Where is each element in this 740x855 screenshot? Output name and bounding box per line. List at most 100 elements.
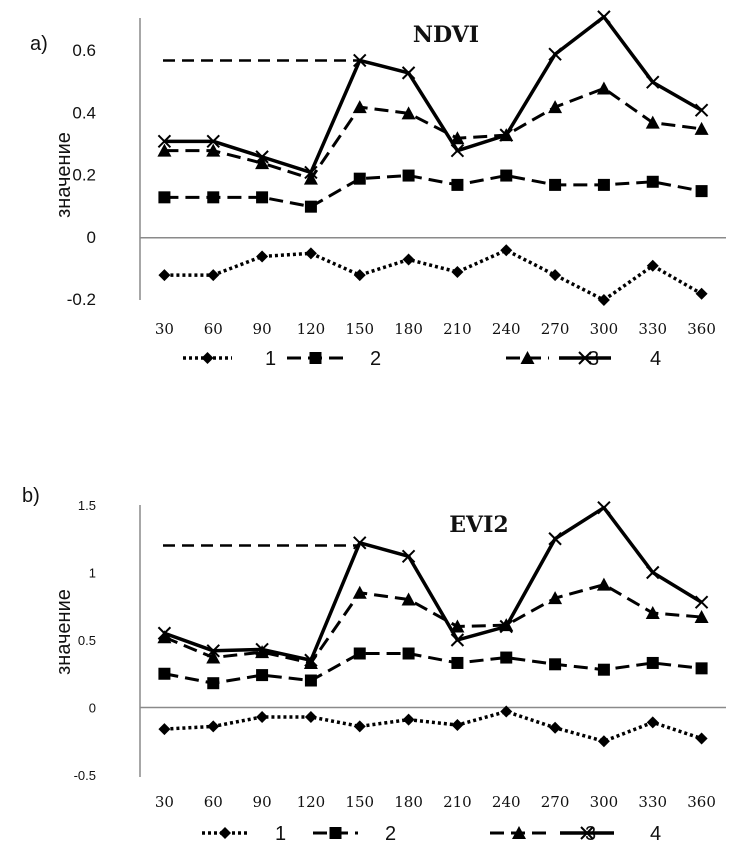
data-point bbox=[353, 647, 366, 660]
data-point bbox=[646, 75, 660, 89]
x-tick-label: 180 bbox=[394, 793, 423, 811]
data-point bbox=[646, 175, 659, 188]
legend-item-1: 1 bbox=[183, 348, 276, 370]
chart-title: EVI2 bbox=[449, 512, 508, 538]
data-point bbox=[157, 134, 172, 149]
data-point bbox=[548, 591, 563, 605]
data-point bbox=[402, 713, 415, 726]
x-tick-label: 300 bbox=[590, 793, 619, 811]
data-point bbox=[157, 630, 172, 644]
legend-marker bbox=[219, 827, 231, 839]
data-point bbox=[207, 720, 220, 733]
data-point bbox=[157, 143, 172, 157]
data-point bbox=[500, 169, 513, 182]
data-point bbox=[157, 626, 172, 640]
data-point bbox=[401, 549, 416, 564]
legend-item-2: 2 bbox=[287, 348, 381, 370]
data-point bbox=[451, 266, 464, 278]
x-tick-label: 120 bbox=[297, 793, 326, 811]
data-point bbox=[549, 269, 562, 282]
data-point bbox=[401, 66, 416, 80]
y-tick-label: 0.6 bbox=[72, 41, 96, 60]
x-tick-label: 330 bbox=[638, 320, 667, 338]
data-point bbox=[597, 663, 610, 676]
data-point bbox=[207, 191, 220, 204]
legend-marker bbox=[329, 827, 342, 839]
data-point bbox=[402, 169, 415, 182]
legend-label: 2 bbox=[370, 348, 381, 370]
data-point bbox=[694, 121, 709, 135]
series-3 bbox=[157, 81, 709, 185]
series-line-4 bbox=[163, 505, 703, 662]
data-point bbox=[255, 645, 270, 659]
data-point bbox=[451, 719, 464, 732]
data-point bbox=[158, 191, 171, 204]
y-tick-label: 0.2 bbox=[72, 166, 96, 185]
data-point bbox=[645, 606, 660, 619]
data-point bbox=[256, 191, 269, 204]
data-point bbox=[549, 658, 562, 671]
legend-marker bbox=[309, 352, 322, 364]
x-tick-label: 60 bbox=[204, 320, 223, 338]
legend-item-1: 1 bbox=[202, 823, 286, 845]
data-point bbox=[451, 178, 464, 191]
data-point bbox=[353, 269, 366, 282]
legend-item-4: 4 bbox=[559, 348, 661, 370]
legend-item-4: 4 bbox=[560, 823, 661, 845]
data-point bbox=[597, 294, 610, 306]
data-point bbox=[597, 178, 610, 191]
x-tick-label: 30 bbox=[155, 320, 174, 338]
y-tick-label: 1 bbox=[89, 566, 96, 581]
y-tick-label: 0 bbox=[89, 701, 96, 716]
y-axis-label: значение bbox=[53, 589, 75, 675]
legend-marker bbox=[578, 351, 592, 365]
data-point bbox=[206, 134, 220, 149]
data-point bbox=[304, 710, 317, 723]
series-2 bbox=[158, 169, 708, 213]
data-point bbox=[695, 662, 708, 675]
data-point bbox=[401, 592, 416, 606]
data-point bbox=[304, 653, 318, 667]
data-point bbox=[451, 656, 464, 669]
x-tick-label: 240 bbox=[492, 793, 521, 811]
data-point bbox=[158, 667, 171, 680]
data-point bbox=[256, 669, 269, 682]
data-point bbox=[500, 651, 513, 664]
data-point bbox=[353, 172, 366, 185]
series-4 bbox=[157, 10, 709, 180]
panel-letter: b) bbox=[22, 485, 40, 507]
chart-panel-ndvi: a) -0.2 0 0.2 0.4 0.6 значение 30 60 90 120 150 180 2… bbox=[30, 10, 726, 370]
x-tick-label: 60 bbox=[204, 793, 223, 811]
legend-label: 4 bbox=[650, 348, 661, 370]
legend-marker bbox=[201, 352, 214, 364]
data-point bbox=[158, 269, 171, 282]
legend-label: 4 bbox=[650, 823, 661, 845]
data-point bbox=[255, 150, 269, 164]
data-point bbox=[304, 165, 318, 180]
data-point bbox=[206, 143, 221, 157]
data-point bbox=[499, 128, 513, 142]
data-point bbox=[646, 259, 659, 272]
series-4 bbox=[157, 500, 709, 667]
data-point bbox=[304, 247, 317, 260]
data-point bbox=[596, 577, 611, 591]
x-tick-label: 240 bbox=[492, 320, 521, 338]
x-tick-label: 210 bbox=[443, 320, 472, 338]
data-point bbox=[694, 595, 709, 609]
data-point bbox=[303, 171, 318, 185]
x-tick-label: 330 bbox=[638, 793, 667, 811]
data-point bbox=[352, 100, 367, 114]
x-tick-label: 270 bbox=[541, 793, 570, 811]
x-tick-label: 360 bbox=[687, 793, 716, 811]
series-line-2 bbox=[164, 652, 702, 685]
series-line-1 bbox=[164, 248, 703, 302]
data-point bbox=[646, 716, 659, 729]
data-point bbox=[500, 705, 513, 718]
data-point bbox=[206, 644, 220, 658]
data-point bbox=[207, 677, 220, 690]
data-point bbox=[158, 723, 171, 736]
data-point bbox=[645, 115, 660, 129]
data-point bbox=[549, 721, 562, 734]
y-tick-label: 1.5 bbox=[78, 498, 96, 513]
data-point bbox=[255, 642, 269, 657]
